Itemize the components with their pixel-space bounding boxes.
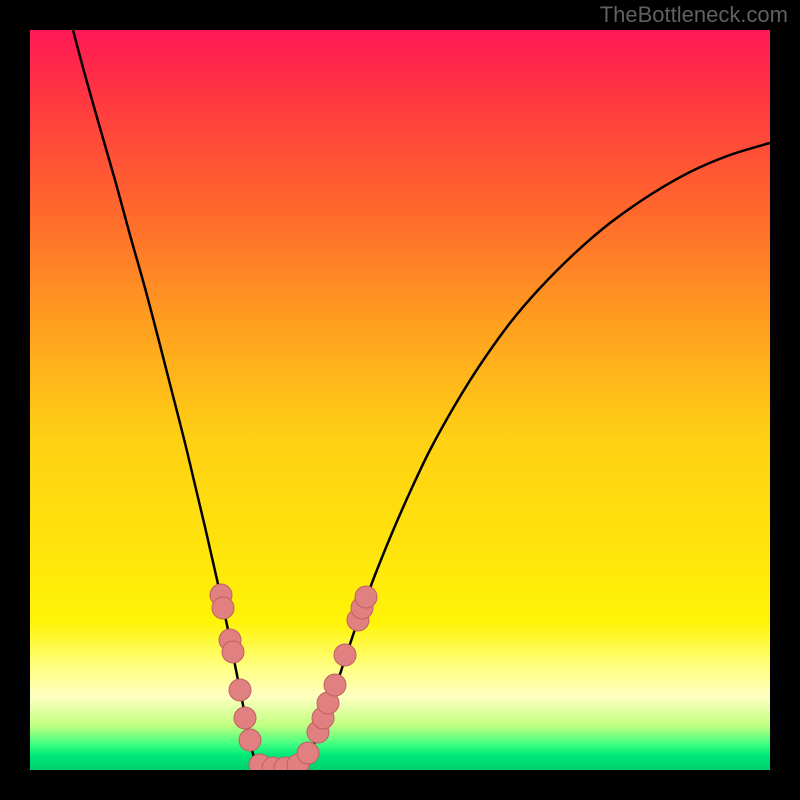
- data-marker: [229, 679, 251, 701]
- chart-background: [30, 30, 770, 770]
- watermark-text: TheBottleneck.com: [600, 2, 788, 28]
- data-marker: [234, 707, 256, 729]
- data-marker: [212, 597, 234, 619]
- data-marker: [324, 674, 346, 696]
- data-marker: [355, 586, 377, 608]
- chart-svg: [30, 30, 770, 770]
- data-marker: [297, 742, 319, 764]
- data-marker: [334, 644, 356, 666]
- data-marker: [222, 641, 244, 663]
- bottleneck-chart: [30, 30, 770, 770]
- data-marker: [239, 729, 261, 751]
